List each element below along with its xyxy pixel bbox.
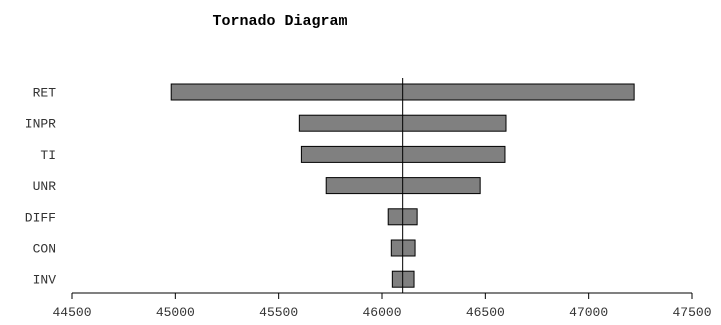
x-tick-label: 45000 — [156, 305, 195, 320]
x-tick-label: 47500 — [672, 305, 711, 320]
x-tick-label: 46500 — [466, 305, 505, 320]
bar-con — [390, 239, 416, 257]
x-tick-label: 44500 — [52, 305, 91, 320]
category-label-ti: TI — [40, 148, 56, 163]
x-tick-label: 46000 — [362, 305, 401, 320]
chart-title: Tornado Diagram — [212, 13, 347, 30]
bars-group — [170, 83, 635, 288]
category-label-unr: UNR — [33, 179, 57, 194]
category-label-ret: RET — [33, 86, 57, 101]
category-label-diff: DIFF — [25, 210, 56, 225]
bar-inv — [391, 270, 415, 288]
category-label-inv: INV — [33, 273, 57, 288]
category-label-inpr: INPR — [25, 117, 56, 132]
x-axis-ticks: 44500 45000 45500 46000 46500 47000 47500 — [52, 293, 712, 320]
x-tick-label: 45500 — [259, 305, 298, 320]
category-labels: RET INPR TI UNR DIFF CON INV — [25, 86, 56, 288]
bar-unr — [325, 177, 481, 195]
bar-ti — [300, 145, 506, 163]
x-tick-label: 47000 — [569, 305, 608, 320]
category-label-con: CON — [33, 242, 56, 257]
